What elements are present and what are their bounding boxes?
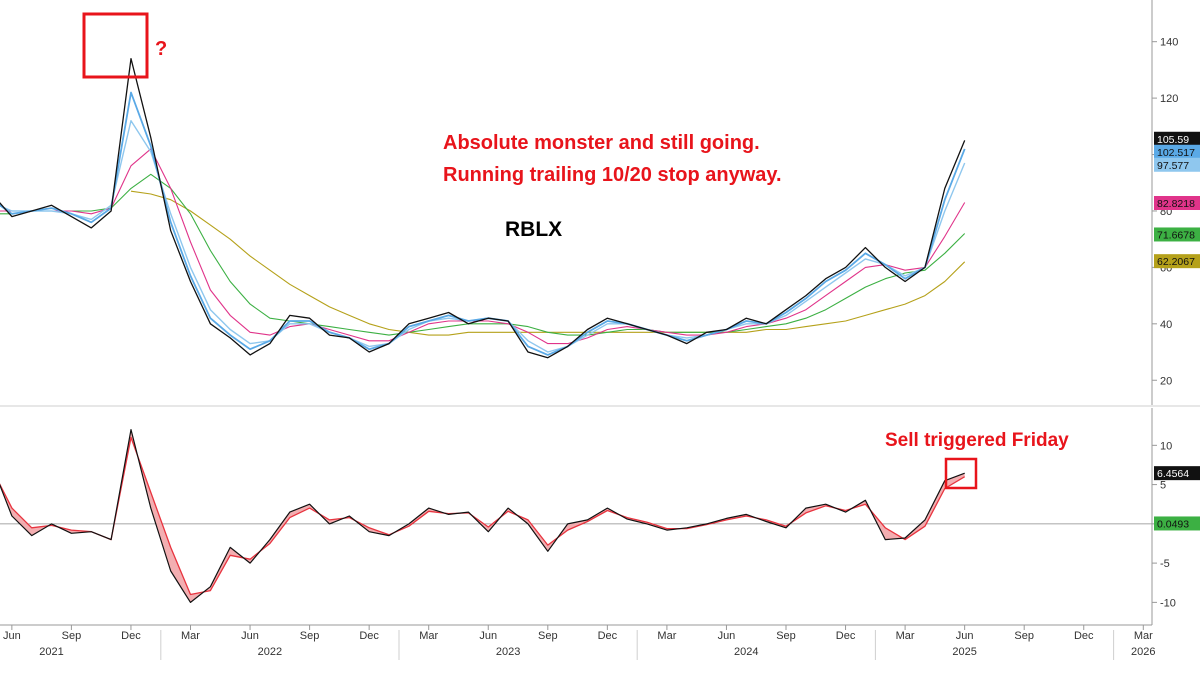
last-value-text: 82.8218: [1157, 198, 1195, 210]
x-month-label: Sep: [62, 630, 82, 642]
osc-series-line-1: [0, 436, 966, 596]
subline-annotation: Running trailing 10/20 stop anyway.: [443, 164, 782, 186]
x-year-label: 2026: [1131, 646, 1155, 658]
x-month-label: Jun: [718, 630, 736, 642]
last-value-text: 105.59: [1157, 134, 1189, 146]
x-month-label: Jun: [241, 630, 259, 642]
x-month-label: Jun: [479, 630, 497, 642]
x-axis-ticks: Jun Sep Dec Mar Jun Sep Dec Mar Jun Sep Dec Mar Jun S…: [3, 625, 1156, 660]
last-value-text: 62.2067: [1157, 256, 1195, 268]
x-year-label: 2021: [39, 646, 63, 658]
last-value-badge: [1154, 196, 1200, 211]
x-year-label: 2023: [496, 646, 520, 658]
last-value-badge: [1154, 227, 1200, 242]
x-month-label: Sep: [776, 630, 796, 642]
x-year-label: 2025: [952, 646, 976, 658]
x-month-label: Jun: [956, 630, 974, 642]
osc-tick-label: -10: [1160, 597, 1176, 609]
x-month-label: Mar: [896, 630, 915, 642]
x-month-label: Dec: [121, 630, 141, 642]
last-value-badge: [1154, 157, 1200, 172]
x-month-label: Sep: [538, 630, 558, 642]
price-series-line-0: [0, 57, 966, 359]
ticker-title: RBLX: [505, 218, 562, 241]
last-value-badge: [1154, 131, 1200, 146]
last-value-text: 102.517: [1157, 147, 1195, 159]
sell-highlight-box: [944, 457, 978, 490]
sell-annotation: Sell triggered Friday: [885, 430, 1069, 451]
last-value-text: 0.0493: [1157, 518, 1189, 530]
osc-tick-label: 10: [1160, 440, 1172, 452]
x-month-label: Sep: [1014, 630, 1034, 642]
x-year-label: 2024: [734, 646, 758, 658]
peak-highlight-box: [82, 12, 149, 79]
price-series-line-4: [0, 173, 966, 336]
x-month-label: Dec: [359, 630, 379, 642]
x-month-label: Jun: [3, 630, 21, 642]
price-tick-label: 140: [1160, 37, 1178, 49]
last-value-text: 71.6678: [1157, 229, 1195, 241]
x-month-label: Mar: [419, 630, 438, 642]
last-value-badge: [1154, 144, 1200, 159]
x-month-label: Mar: [181, 630, 200, 642]
osc-series-line-0: [0, 429, 965, 603]
x-month-label: Dec: [1074, 630, 1094, 642]
price-tick-label: 40: [1160, 319, 1172, 331]
last-value-text: 6.4564: [1157, 468, 1189, 480]
x-month-label: Sep: [300, 630, 320, 642]
price-series-line-1: [0, 91, 966, 356]
osc-series-group: [0, 429, 966, 603]
last-value-badge: [1154, 466, 1200, 481]
headline-annotation: Absolute monster and still going.: [443, 132, 760, 154]
x-month-label: Mar: [1134, 630, 1153, 642]
x-month-label: Dec: [836, 630, 856, 642]
last-value-text: 97.577: [1157, 160, 1189, 172]
last-value-badge: [1154, 516, 1200, 531]
price-series-group: [0, 57, 966, 359]
x-year-label: 2022: [258, 646, 282, 658]
osc-tick-label: 5: [1160, 480, 1166, 492]
last-value-badge: [1154, 254, 1200, 269]
x-month-label: Dec: [598, 630, 618, 642]
question-annotation: ?: [155, 38, 167, 60]
price-tick-label: 120: [1160, 93, 1178, 105]
x-month-label: Mar: [657, 630, 676, 642]
osc-tick-label: -5: [1160, 558, 1170, 570]
price-tick-label: 20: [1160, 375, 1172, 387]
